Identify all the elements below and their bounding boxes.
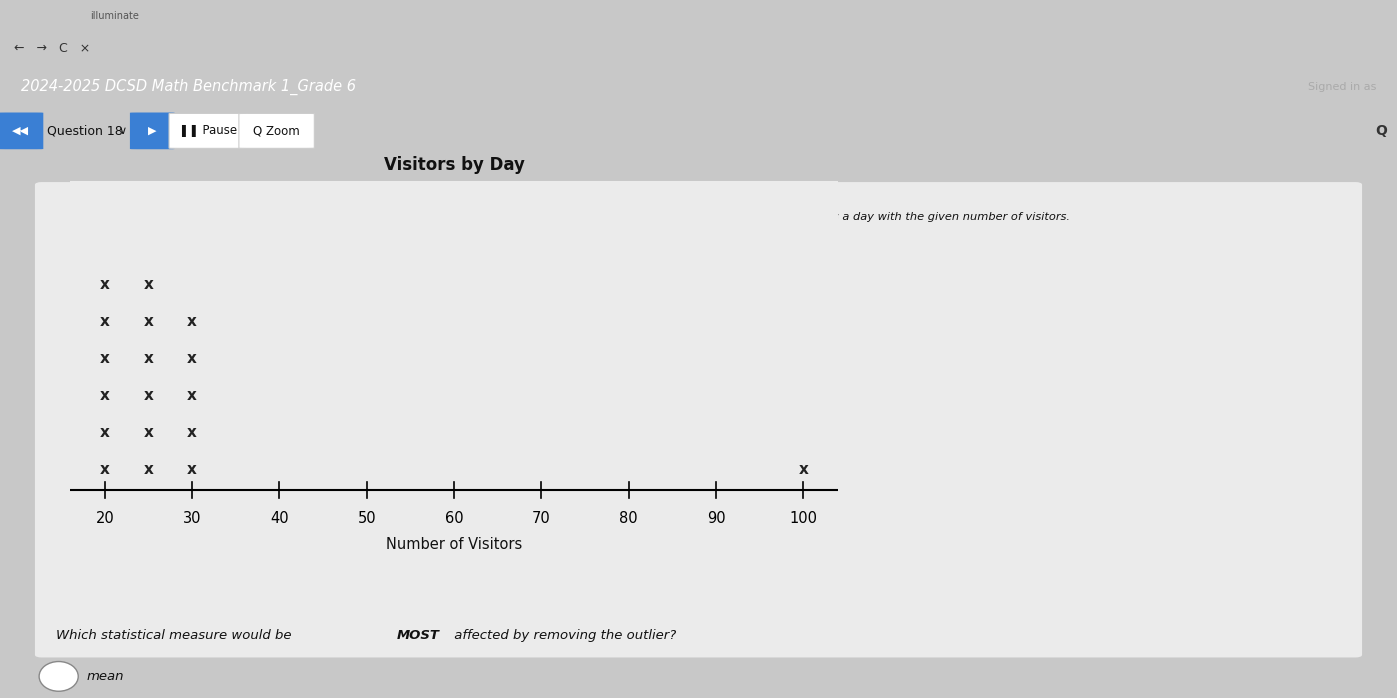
Text: ←   →   C   ×: ← → C × — [14, 43, 91, 55]
Text: Q Zoom: Q Zoom — [253, 124, 300, 138]
Text: x: x — [187, 388, 197, 403]
Text: x: x — [144, 425, 154, 440]
Text: ∨: ∨ — [119, 126, 127, 136]
Text: mean: mean — [87, 670, 124, 683]
Text: x: x — [99, 388, 110, 403]
Text: x: x — [144, 314, 154, 329]
Text: x: x — [187, 462, 197, 477]
FancyBboxPatch shape — [35, 182, 1362, 658]
Text: illuminate: illuminate — [89, 10, 138, 21]
Text: MOST: MOST — [397, 630, 440, 642]
Text: affected by removing the outlier?: affected by removing the outlier? — [450, 630, 676, 642]
Text: x: x — [99, 351, 110, 366]
Text: x: x — [144, 462, 154, 477]
Text: Emanuel kept track of the visitors to the local history museum by day. Emanuel u: Emanuel kept track of the visitors to th… — [70, 211, 1070, 222]
Text: x: x — [99, 277, 110, 292]
Text: x: x — [798, 462, 809, 477]
Title: Visitors by Day: Visitors by Day — [384, 156, 524, 174]
FancyBboxPatch shape — [169, 113, 247, 149]
Text: x: x — [144, 351, 154, 366]
Text: x: x — [187, 351, 197, 366]
Text: Which statistical measure would be: Which statistical measure would be — [56, 630, 296, 642]
Text: ❚❚ Pause: ❚❚ Pause — [179, 124, 237, 138]
Text: Signed in as: Signed in as — [1308, 82, 1376, 92]
Text: x: x — [187, 425, 197, 440]
Text: ◀◀: ◀◀ — [13, 126, 29, 136]
X-axis label: Number of Visitors: Number of Visitors — [386, 537, 522, 552]
Text: x: x — [99, 462, 110, 477]
FancyBboxPatch shape — [130, 112, 175, 149]
Ellipse shape — [39, 662, 78, 691]
Text: x: x — [144, 388, 154, 403]
Text: Q: Q — [1375, 124, 1387, 138]
Text: Question 18: Question 18 — [47, 124, 123, 138]
Text: x: x — [99, 425, 110, 440]
Text: x: x — [144, 277, 154, 292]
Text: x: x — [99, 314, 110, 329]
FancyBboxPatch shape — [239, 113, 314, 149]
Text: ▶: ▶ — [148, 126, 156, 136]
Text: x: x — [187, 314, 197, 329]
FancyBboxPatch shape — [0, 112, 43, 149]
Text: 2024-2025 DCSD Math Benchmark 1_Grade 6: 2024-2025 DCSD Math Benchmark 1_Grade 6 — [21, 79, 356, 96]
